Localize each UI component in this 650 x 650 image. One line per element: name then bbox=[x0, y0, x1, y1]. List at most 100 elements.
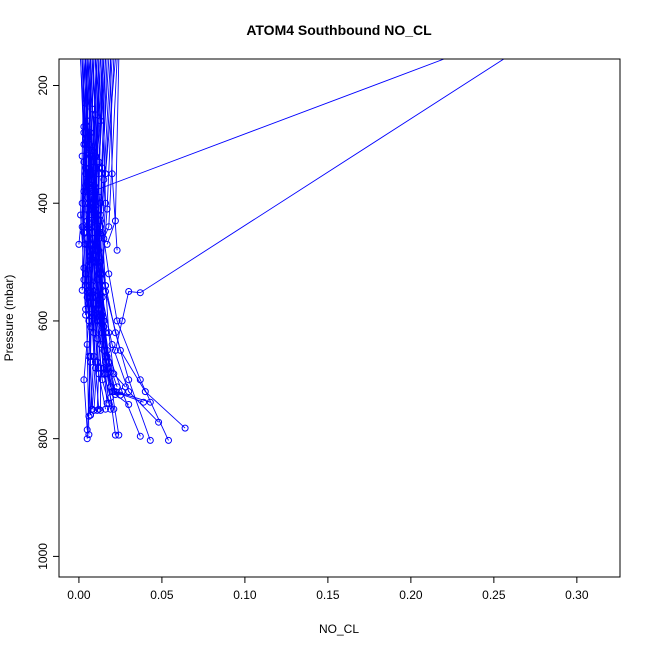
data-point bbox=[140, 398, 148, 406]
data-point bbox=[82, 270, 90, 278]
series-layer bbox=[75, 59, 505, 444]
data-point bbox=[115, 431, 123, 439]
x-tick-label: 0.00 bbox=[67, 588, 91, 602]
data-point bbox=[78, 286, 86, 294]
profile-line bbox=[78, 59, 87, 245]
data-point bbox=[103, 240, 111, 248]
data-point bbox=[108, 341, 116, 348]
data-point bbox=[121, 383, 129, 391]
y-tick-label: 200 bbox=[36, 75, 50, 95]
profile-line bbox=[101, 59, 115, 363]
data-point bbox=[113, 383, 121, 391]
y-tick-label: 1000 bbox=[36, 543, 50, 570]
x-tick-label: 0.30 bbox=[565, 588, 589, 602]
profile-series-52 bbox=[87, 59, 445, 325]
data-point bbox=[113, 246, 121, 254]
data-point bbox=[85, 412, 93, 420]
profile-series-47 bbox=[93, 59, 108, 254]
data-point bbox=[95, 405, 103, 413]
data-point bbox=[90, 406, 98, 414]
data-point bbox=[100, 317, 108, 325]
plot-frame bbox=[58, 58, 621, 578]
data-point bbox=[97, 291, 104, 298]
profile-line bbox=[83, 59, 90, 321]
x-axis: 0.00 0.05 0.10 0.15 0.20 0.25 0.30 bbox=[67, 577, 589, 602]
data-point bbox=[110, 405, 118, 413]
profile-line bbox=[85, 59, 91, 274]
data-point bbox=[87, 176, 94, 184]
data-point bbox=[87, 240, 94, 248]
profile-line bbox=[80, 59, 87, 310]
x-tick-label: 0.10 bbox=[233, 588, 257, 602]
x-tick-label: 0.20 bbox=[399, 588, 423, 602]
x-axis-label: NO_CL bbox=[319, 622, 359, 636]
data-point bbox=[110, 370, 118, 378]
profile-line bbox=[96, 59, 108, 251]
data-point bbox=[113, 317, 121, 325]
profile-series-51 bbox=[97, 59, 109, 298]
data-point bbox=[83, 435, 91, 443]
data-point bbox=[82, 170, 90, 178]
data-point bbox=[118, 317, 126, 325]
data-point bbox=[125, 376, 133, 384]
data-point bbox=[146, 436, 154, 444]
data-point bbox=[116, 346, 124, 354]
profile-line bbox=[103, 59, 118, 239]
data-point bbox=[85, 431, 93, 439]
data-point bbox=[97, 199, 104, 207]
data-point bbox=[80, 187, 88, 195]
data-point bbox=[155, 418, 163, 426]
data-point bbox=[116, 391, 124, 399]
y-tick-label: 800 bbox=[36, 428, 50, 448]
profile-line bbox=[88, 59, 95, 333]
y-axis: 200 400 600 800 1000 bbox=[36, 75, 59, 570]
profile-line bbox=[81, 59, 88, 291]
profile-line bbox=[114, 59, 505, 351]
profile-series-42 bbox=[75, 59, 90, 248]
y-axis-label: Pressure (mbar) bbox=[2, 275, 16, 362]
data-point bbox=[97, 341, 104, 348]
data-point bbox=[105, 329, 113, 337]
data-point bbox=[125, 401, 133, 408]
data-point bbox=[90, 288, 98, 295]
data-point bbox=[136, 289, 144, 297]
data-point bbox=[97, 406, 104, 414]
profile-line bbox=[91, 59, 98, 339]
profile-line bbox=[88, 59, 96, 266]
data-point bbox=[111, 346, 119, 354]
data-point bbox=[181, 424, 189, 432]
data-point bbox=[165, 436, 172, 444]
y-tick-label: 400 bbox=[36, 193, 50, 213]
profile-series-50 bbox=[108, 59, 121, 254]
data-point bbox=[100, 364, 108, 372]
data-point bbox=[141, 388, 149, 396]
profile-series-43 bbox=[78, 59, 88, 294]
profile-line bbox=[98, 59, 108, 357]
profile-series-21 bbox=[98, 59, 129, 391]
data-point bbox=[105, 270, 113, 278]
chart-title: ATOM4 Southbound NO_CL bbox=[246, 22, 432, 38]
data-point bbox=[107, 383, 114, 391]
data-point bbox=[105, 358, 113, 366]
data-point bbox=[88, 405, 96, 413]
x-tick-label: 0.15 bbox=[316, 588, 340, 602]
profile-series-41 bbox=[98, 59, 115, 366]
data-point bbox=[100, 176, 108, 184]
data-point bbox=[111, 431, 119, 439]
profile-line bbox=[110, 59, 118, 251]
y-tick-label: 600 bbox=[36, 311, 50, 331]
data-point bbox=[93, 335, 101, 343]
data-point bbox=[136, 432, 144, 440]
profile-line bbox=[90, 59, 445, 322]
data-point bbox=[97, 217, 104, 225]
data-point bbox=[125, 388, 133, 396]
data-point bbox=[80, 229, 88, 237]
data-point bbox=[80, 376, 88, 384]
data-point bbox=[146, 398, 154, 406]
profile-line bbox=[100, 59, 106, 295]
data-point bbox=[88, 187, 96, 195]
data-point bbox=[93, 246, 101, 254]
x-tick-label: 0.05 bbox=[150, 588, 174, 602]
data-point bbox=[103, 399, 111, 407]
